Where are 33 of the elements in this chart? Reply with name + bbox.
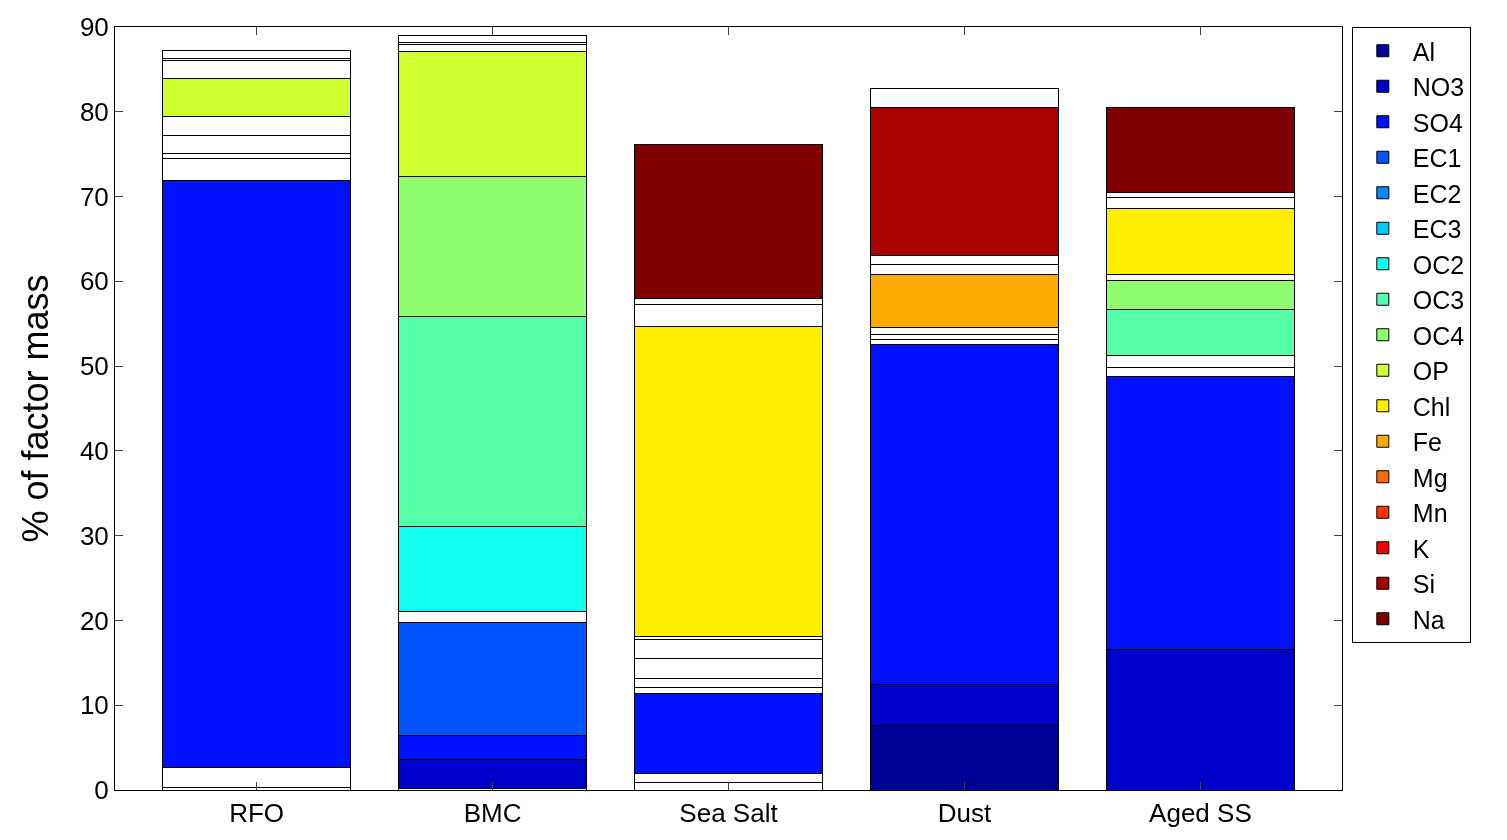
legend-label: K <box>1412 534 1430 563</box>
legend-label: Mn <box>1412 499 1448 527</box>
y-tick-label: 0 <box>94 775 109 806</box>
y-tick-label: 90 <box>79 12 109 43</box>
y-tick-label: 50 <box>79 351 109 382</box>
y-tick-label: 70 <box>79 181 109 212</box>
legend-label: Chl <box>1412 392 1451 421</box>
legend-label: EC3 <box>1412 215 1462 243</box>
x-tick-label: Aged SS <box>1149 798 1252 829</box>
legend-label: Na <box>1412 605 1445 634</box>
legend-label: OP <box>1412 357 1449 385</box>
legend-label: OC3 <box>1412 286 1465 314</box>
x-tick-label: Dust <box>937 798 992 829</box>
legend-label: OC4 <box>1412 321 1465 350</box>
legend-label: EC2 <box>1412 179 1462 208</box>
legend-label: NO3 <box>1412 73 1465 101</box>
legend-label: EC1 <box>1412 144 1462 172</box>
y-tick-label: 40 <box>79 435 109 466</box>
y-tick-label: 20 <box>79 605 109 636</box>
legend-label: Al <box>1412 37 1436 66</box>
y-axis-title: % of factor mass <box>14 274 56 543</box>
legend-label: Mg <box>1412 463 1448 492</box>
y-tick-label: 60 <box>79 266 109 297</box>
x-tick-label: BMC <box>463 798 522 829</box>
x-tick-label: RFO <box>229 798 285 829</box>
legend-label: OC2 <box>1412 250 1465 279</box>
legend-label: Fe <box>1412 428 1442 456</box>
x-tick-label: Sea Salt <box>679 798 779 829</box>
legend-label: SO4 <box>1412 108 1463 137</box>
y-tick-label: 80 <box>79 96 109 127</box>
y-tick-label: 30 <box>79 520 109 551</box>
y-tick-label: 10 <box>79 690 109 721</box>
legend-label: Si <box>1412 570 1436 598</box>
